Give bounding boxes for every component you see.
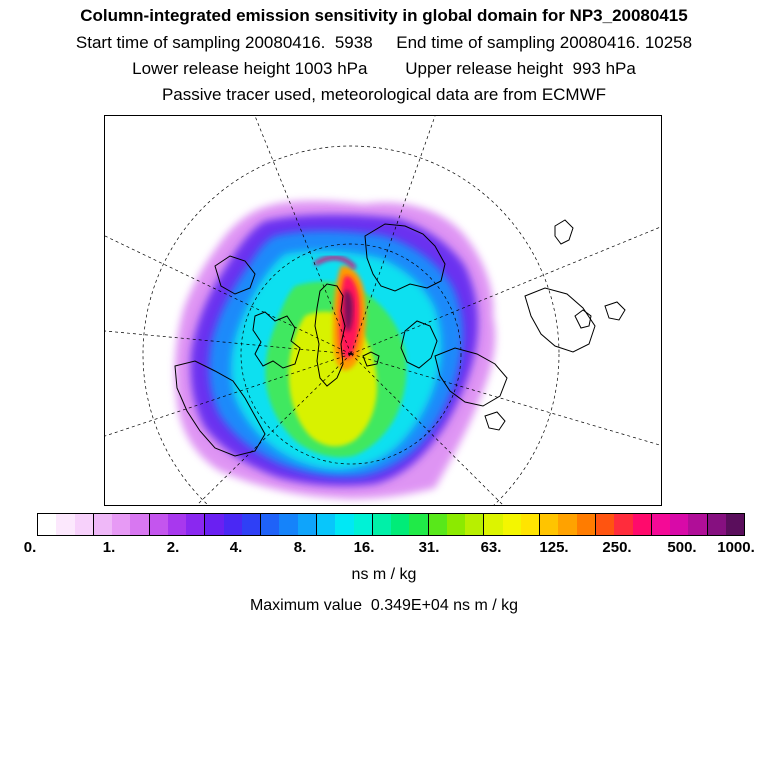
coast-greenland (314, 283, 346, 387)
colorbar-segment (483, 514, 503, 535)
colorbar-segment (409, 514, 428, 535)
field-core (344, 290, 353, 332)
coastlines (174, 219, 626, 457)
sampling-time-line: Start time of sampling 20080416. 5938 En… (75, 33, 693, 52)
latitude-circle-outer (142, 145, 560, 505)
meridian-6 (350, 353, 504, 505)
colorbar-segment (260, 514, 280, 535)
tick-label: 63. (480, 539, 502, 556)
colorbar-segment (446, 514, 466, 535)
coast-canada-arctic (252, 311, 301, 369)
coast-north-america (174, 360, 266, 457)
maximum-value-text: Maximum value 0.349E+04 ns m / kg (249, 597, 519, 614)
colorbar-segment (706, 514, 726, 535)
polar-sensitivity-map (104, 115, 662, 506)
colorbar-segment (353, 514, 372, 535)
tick-label: 250. (602, 539, 632, 556)
meridian-9 (105, 330, 352, 355)
colorbar-segment (465, 514, 484, 535)
plot-title: Column-integrated emission sensitivity i… (80, 6, 688, 25)
coast-east-asia (524, 287, 596, 353)
colorbar-segment (38, 514, 57, 535)
colorbar-segment (315, 514, 336, 535)
tick-label: 8. (293, 539, 307, 556)
colorbar-segment (650, 514, 671, 535)
colorbar-segment (186, 514, 205, 535)
colorbar-segment (670, 514, 689, 535)
sensitivity-field (175, 200, 496, 499)
meridian-8 (105, 353, 352, 437)
tick-label: 1000. (717, 539, 755, 556)
colorbar-segment (427, 514, 447, 535)
meridian-4 (350, 226, 661, 355)
colorbar-segment (520, 514, 540, 535)
tick-label: 16. (353, 539, 375, 556)
coast-europe (434, 347, 508, 407)
colorbar-segment (614, 514, 633, 535)
meridian-7 (196, 353, 352, 505)
colorbar-segment (576, 514, 595, 535)
colorbar-segment (391, 514, 410, 535)
colorbar-segment (297, 514, 316, 535)
colorbar-segment (148, 514, 168, 535)
coast-iceland (362, 351, 380, 367)
coast-japan (554, 219, 574, 245)
latitude-circle-inner (240, 243, 462, 465)
tracer-info-line: Passive tracer used, meteorological data… (161, 85, 607, 104)
meridian-5 (350, 353, 661, 446)
coast-alaska (214, 255, 256, 295)
colorbar-segment (632, 514, 651, 535)
colorbar-segment (74, 514, 93, 535)
colorbar-segment (688, 514, 707, 535)
colorbar-segment (279, 514, 298, 535)
colorbar-segment (725, 514, 745, 535)
colorbar-segment (223, 514, 242, 535)
colorbar-segment (167, 514, 187, 535)
tick-label: 4. (229, 539, 243, 556)
colorbar-segment (558, 514, 577, 535)
tick-label: 31. (418, 539, 440, 556)
colorbar-segment (335, 514, 354, 535)
colorbar-segment (241, 514, 261, 535)
colorbar-segment (130, 514, 149, 535)
colorbar-segment (594, 514, 615, 535)
tick-label: 125. (539, 539, 569, 556)
release-height-line: Lower release height 1003 hPa Upper rele… (132, 59, 636, 78)
field-magenta-arc (313, 255, 357, 270)
meridian-3 (350, 116, 436, 355)
colorbar-segment (502, 514, 521, 535)
tick-label: 500. (667, 539, 697, 556)
colorbar-segment (56, 514, 75, 535)
graticule (105, 116, 661, 505)
color-scale-ticks: 0. 1. 2. 4. 8. 16. 31. 63. 125. 250. 500… (0, 539, 768, 559)
colorbar-segment (112, 514, 131, 535)
coast-islands (484, 301, 626, 431)
color-scale-bar (37, 513, 745, 536)
colorbar-segment (92, 514, 113, 535)
coast-scandinavia (400, 320, 438, 369)
colorbar-segment (371, 514, 392, 535)
tick-label: 2. (166, 539, 180, 556)
coast-siberia (364, 223, 446, 292)
colorbar-units: ns m / kg (351, 566, 417, 583)
colorbar-segment (539, 514, 559, 535)
tick-label: 0. (23, 539, 37, 556)
map-canvas (105, 116, 661, 505)
meridian-2 (254, 116, 352, 355)
tick-label: 1. (102, 539, 116, 556)
colorbar-segment (204, 514, 224, 535)
